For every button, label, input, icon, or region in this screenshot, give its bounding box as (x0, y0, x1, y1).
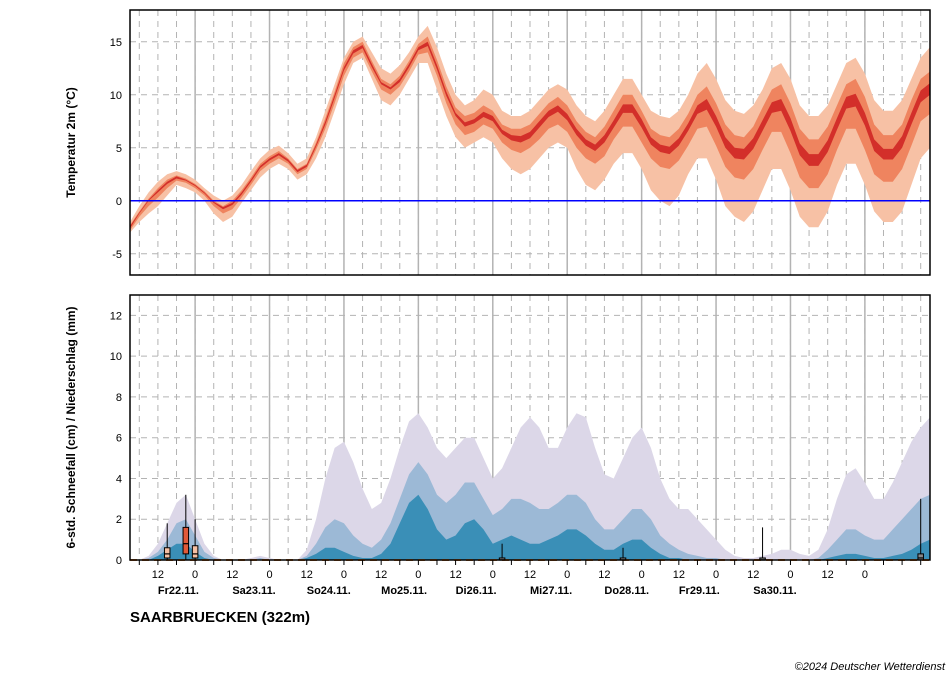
svg-text:0: 0 (415, 569, 421, 581)
svg-text:12: 12 (301, 569, 313, 581)
svg-text:15: 15 (110, 37, 122, 49)
svg-text:Mo25.11.: Mo25.11. (381, 585, 427, 597)
svg-text:0: 0 (341, 569, 347, 581)
svg-text:6: 6 (116, 433, 122, 445)
svg-text:0: 0 (490, 569, 496, 581)
svg-text:0: 0 (639, 569, 645, 581)
svg-text:12: 12 (598, 569, 610, 581)
svg-text:8: 8 (116, 392, 122, 404)
svg-text:Fr29.11.: Fr29.11. (679, 585, 720, 597)
precip-panel: 0 2 4 6 8 10 12 6-std. Schneefall (cm) / Nieder… (64, 295, 930, 567)
precip-ylabel: 6-std. Schneefall (cm) / Niederschlag (m… (64, 306, 78, 548)
time-axis: 12 0 12 0 12 0 12 0 12 0 12 0 12 0 12 0 12 0 12 0 Fr22.11. Sa… (130, 560, 921, 626)
svg-text:12: 12 (747, 569, 759, 581)
svg-text:2: 2 (116, 514, 122, 526)
svg-text:4: 4 (116, 473, 122, 485)
svg-text:Di26.11.: Di26.11. (456, 585, 497, 597)
svg-text:10: 10 (110, 90, 122, 102)
station-label: SAARBRUECKEN (322m) (130, 609, 310, 626)
svg-text:So24.11.: So24.11. (307, 585, 351, 597)
svg-text:0: 0 (266, 569, 272, 581)
svg-text:12: 12 (673, 569, 685, 581)
svg-text:12: 12 (524, 569, 536, 581)
svg-text:Do28.11.: Do28.11. (604, 585, 649, 597)
svg-text:12: 12 (226, 569, 238, 581)
svg-text:-5: -5 (112, 249, 122, 261)
svg-text:12: 12 (375, 569, 387, 581)
copyright-text: ©2024 Deutscher Wetterdienst (795, 661, 946, 673)
svg-text:12: 12 (110, 310, 122, 322)
svg-text:0: 0 (862, 569, 868, 581)
temperature-panel: -5 0 5 10 15 Temperatur 2m (°C) (64, 10, 930, 275)
svg-text:0: 0 (116, 196, 122, 208)
forecast-chart: -5 0 5 10 15 Temperatur 2m (°C) 0 2 4 6 8 10 12 6-std… (0, 0, 950, 680)
temp-ylabel: Temperatur 2m (°C) (64, 87, 78, 198)
svg-text:Sa23.11.: Sa23.11. (232, 585, 275, 597)
svg-text:Fr22.11.: Fr22.11. (158, 585, 199, 597)
svg-text:5: 5 (116, 143, 122, 155)
svg-text:0: 0 (192, 569, 198, 581)
svg-text:0: 0 (713, 569, 719, 581)
svg-text:Sa30.11.: Sa30.11. (753, 585, 796, 597)
svg-text:12: 12 (449, 569, 461, 581)
svg-text:0: 0 (564, 569, 570, 581)
svg-text:12: 12 (152, 569, 164, 581)
svg-text:Mi27.11.: Mi27.11. (530, 585, 572, 597)
svg-text:10: 10 (110, 351, 122, 363)
svg-text:12: 12 (822, 569, 834, 581)
svg-text:0: 0 (787, 569, 793, 581)
svg-text:0: 0 (116, 555, 122, 567)
